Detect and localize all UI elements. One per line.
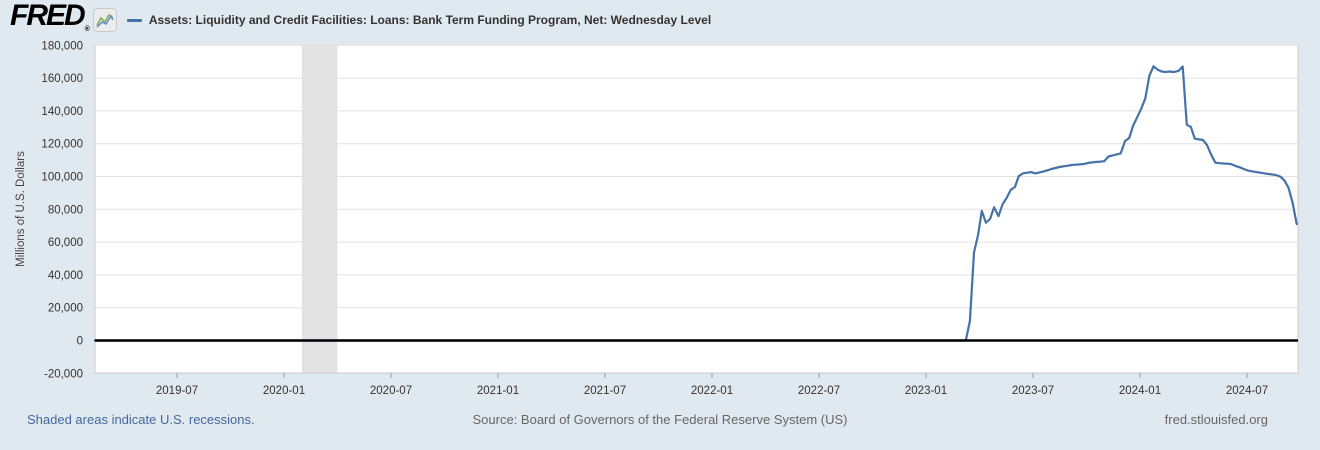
series-line: [93, 65, 1298, 342]
y-tick-label: 60,000: [48, 237, 83, 249]
y-tick-label: 180,000: [41, 40, 83, 52]
x-tick-label: 2024-01: [1119, 385, 1161, 397]
y-tick-label: 80,000: [48, 204, 83, 216]
chart-plot[interactable]: 180,000 160,000 140,000 120,000 100,000 80,00…: [0, 0, 1320, 408]
x-tick-label: 2021-01: [477, 385, 519, 397]
legend-line-marker: [126, 18, 142, 22]
fred-site-link[interactable]: fred.stlouisfed.org: [1164, 412, 1268, 427]
x-tick-label: 2023-01: [905, 385, 947, 397]
y-tick-label: 160,000: [41, 73, 83, 85]
registered-trademark: ®: [84, 26, 90, 33]
y-tick-label: 0: [77, 336, 83, 348]
y-tick-label: 40,000: [48, 270, 83, 282]
chart-header: FRED® Assets: Liquidity and Credit Facil…: [0, 0, 1320, 40]
recession-note-link[interactable]: Shaded areas indicate U.S. recessions.: [27, 412, 255, 427]
y-tick-label: 140,000: [41, 106, 83, 118]
x-tick-label: 2020-07: [370, 385, 412, 397]
plot-border: [94, 45, 1299, 374]
x-tick-label: 2022-07: [798, 385, 840, 397]
x-tick-label: 2023-07: [1012, 385, 1054, 397]
x-tick-label: 2021-07: [584, 385, 626, 397]
x-tick-label: 2022-01: [691, 385, 733, 397]
x-tick-label: 2024-07: [1226, 385, 1268, 397]
series-title[interactable]: Assets: Liquidity and Credit Facilities:…: [148, 13, 712, 27]
fred-logo[interactable]: FRED®: [10, 0, 90, 39]
chart-footer: Shaded areas indicate U.S. recessions. S…: [0, 412, 1320, 438]
y-tick-label: 100,000: [41, 172, 83, 184]
x-tick-label: 2020-01: [263, 385, 305, 397]
y-tick-label: 20,000: [48, 303, 83, 315]
line-chart-icon: [92, 8, 117, 32]
y-tick-label: 120,000: [41, 139, 83, 151]
y-tick-label: -20,000: [44, 368, 83, 380]
source-text: Source: Board of Governors of the Federa…: [472, 412, 848, 427]
fred-logo-text: FRED: [10, 0, 86, 32]
x-tick-label: 2019-07: [156, 385, 198, 397]
